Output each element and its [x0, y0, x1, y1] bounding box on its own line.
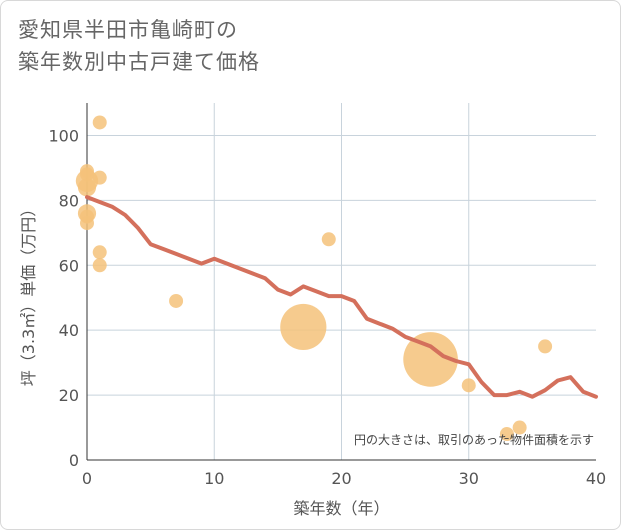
y-tick-label: 60 — [59, 256, 79, 275]
x-tick-label: 10 — [204, 469, 224, 488]
bubble-point-16 — [499, 427, 514, 442]
x-tick-label: 40 — [586, 469, 606, 488]
bubble-point-9 — [92, 245, 107, 260]
grid-lines — [87, 103, 596, 460]
trend-series — [85, 195, 598, 399]
bubble-point-10 — [92, 258, 107, 273]
axes — [86, 103, 596, 461]
bubble-point-15 — [461, 378, 476, 393]
y-tick-label: 0 — [69, 451, 79, 470]
bubble-point-3 — [77, 178, 97, 197]
y-axis-label: 坪（3.3㎡）単価（万円） — [19, 201, 38, 386]
bubble-series — [75, 115, 553, 442]
title-line-1: 愛知県半田市亀崎町の — [18, 18, 238, 42]
x-tick-label: 0 — [82, 469, 92, 488]
size-annotation: 円の大きさは、取引のあった物件面積を示す — [354, 432, 594, 447]
bubble-point-6 — [80, 216, 94, 231]
bubble-point-17 — [512, 420, 527, 435]
chart-title: 愛知県半田市亀崎町の 築年数別中古戸建て価格 — [18, 14, 260, 78]
x-tick-label: 20 — [331, 469, 351, 488]
bubble-point-14 — [403, 332, 458, 387]
bubble-point-11 — [169, 293, 184, 308]
x-tick-label: 30 — [459, 469, 479, 488]
bubble-point-12 — [280, 303, 327, 351]
bubble-point-13 — [321, 232, 336, 247]
trend-line — [85, 195, 598, 399]
bubble-point-8 — [92, 170, 107, 185]
title-line-2: 築年数別中古戸建て価格 — [18, 50, 260, 74]
x-axis-label: 築年数（年） — [293, 499, 389, 518]
bubble-point-18 — [538, 339, 553, 354]
bubble-point-7 — [92, 115, 107, 130]
y-tick-label: 80 — [59, 191, 79, 210]
y-tick-label: 20 — [59, 386, 79, 405]
y-tick-label: 100 — [48, 126, 79, 145]
y-tick-label: 40 — [59, 321, 79, 340]
tick-labels: 0 10 20 30 40 0 20 40 60 80 100 — [48, 126, 606, 488]
